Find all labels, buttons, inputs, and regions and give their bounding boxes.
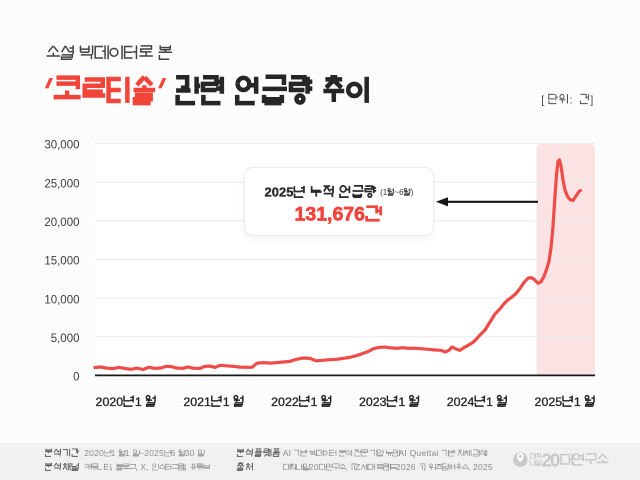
svg-text:,: ,	[345, 462, 348, 472]
svg-text:30: 30	[185, 448, 195, 458]
svg-text:): )	[411, 188, 414, 197]
svg-text:1: 1	[111, 448, 116, 458]
svg-text:2021: 2021	[183, 395, 211, 409]
svg-text:30,000: 30,000	[44, 140, 79, 152]
svg-text:20,000: 20,000	[44, 217, 79, 229]
svg-text:Z: Z	[355, 462, 360, 472]
svg-text:,: ,	[423, 462, 426, 472]
svg-text:]: ]	[590, 94, 593, 106]
svg-text:25,000: 25,000	[44, 178, 79, 190]
svg-text:~6: ~6	[394, 188, 404, 197]
svg-text:, X,: , X,	[135, 462, 149, 472]
svg-text:20: 20	[542, 450, 560, 471]
svg-text:1: 1	[223, 395, 230, 409]
svg-text:AI Quettai: AI Quettai	[398, 448, 438, 458]
svg-text:2020: 2020	[96, 395, 124, 409]
svg-text:1: 1	[574, 395, 581, 409]
svg-text:2026: 2026	[396, 462, 416, 472]
svg-text:1: 1	[486, 395, 493, 409]
svg-text:[: [	[541, 94, 544, 106]
svg-text:131,676: 131,676	[295, 204, 366, 226]
svg-text:2024: 2024	[447, 395, 475, 409]
svg-text:1: 1	[135, 395, 142, 409]
svg-text:20: 20	[309, 462, 319, 472]
svg-text:15,000: 15,000	[44, 256, 79, 268]
svg-text:(1: (1	[380, 188, 388, 197]
svg-text:2022: 2022	[271, 395, 299, 409]
svg-text:5,000: 5,000	[51, 333, 80, 345]
svg-text:2025: 2025	[265, 185, 294, 200]
svg-text:1: 1	[311, 395, 318, 409]
svg-text:~2025: ~2025	[139, 448, 164, 458]
svg-text:1: 1	[125, 448, 130, 458]
svg-text:2023: 2023	[359, 395, 387, 409]
svg-text:2020: 2020	[84, 448, 104, 458]
svg-text:0: 0	[73, 372, 79, 384]
svg-text:2025: 2025	[535, 395, 563, 409]
svg-text:6: 6	[171, 448, 176, 458]
svg-text:10,000: 10,000	[44, 294, 79, 306]
svg-text:, 2025: , 2025	[468, 462, 493, 472]
svg-text:,: ,	[110, 462, 113, 472]
svg-text:1: 1	[398, 395, 405, 409]
svg-text::: :	[569, 94, 572, 106]
svg-text:AI: AI	[283, 448, 292, 458]
